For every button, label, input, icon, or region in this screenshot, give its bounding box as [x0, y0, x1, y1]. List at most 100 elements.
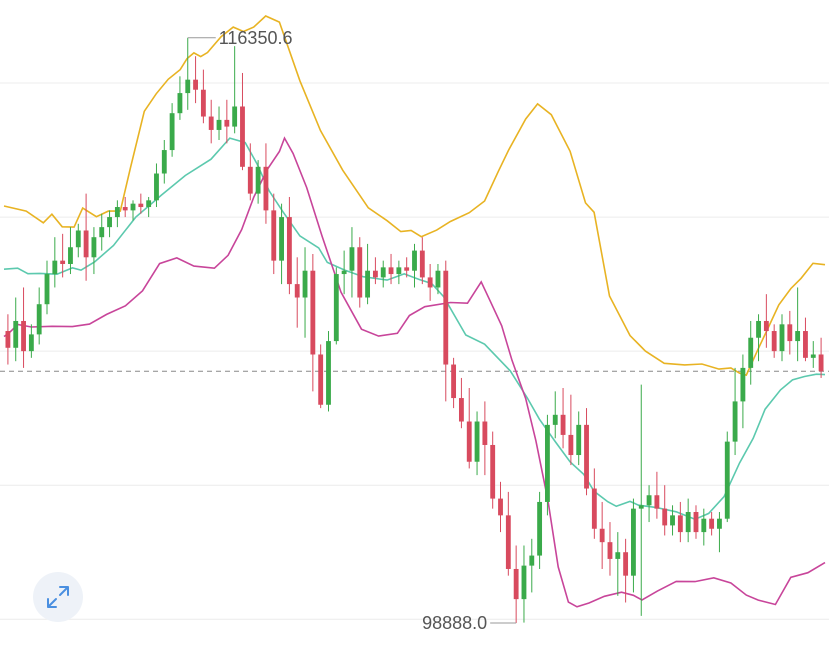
- candle-body: [28, 334, 34, 352]
- candles-group: [5, 37, 824, 623]
- candle-body: [44, 274, 50, 305]
- candle-body: [607, 542, 613, 559]
- candle-body: [107, 217, 112, 228]
- candle-body: [36, 304, 42, 335]
- candle-body: [740, 367, 746, 402]
- candle-body: [60, 260, 66, 264]
- candle-body: [224, 119, 230, 127]
- candle-body: [513, 568, 519, 600]
- candle-body: [717, 518, 722, 529]
- lower-band-line: [3, 136, 826, 608]
- candle-body: [114, 207, 120, 218]
- candle-body: [365, 270, 371, 298]
- candle-body: [591, 488, 597, 529]
- candle-body: [161, 150, 167, 174]
- candle-body: [795, 331, 801, 342]
- candle-body: [544, 424, 550, 502]
- candle-body: [803, 331, 808, 358]
- candle-body: [5, 331, 11, 348]
- candle-body: [654, 495, 660, 509]
- candle-body: [709, 518, 715, 529]
- candle-body: [255, 166, 261, 194]
- candle-body: [623, 552, 629, 576]
- candle-body: [200, 89, 206, 117]
- candle-body: [130, 203, 136, 211]
- candle-body: [21, 320, 26, 352]
- candle-body: [443, 270, 449, 365]
- candle-body: [599, 528, 605, 543]
- candle-body: [318, 354, 324, 405]
- expand-chart-button[interactable]: [33, 572, 83, 622]
- candle-body: [756, 320, 761, 338]
- candle-body: [263, 166, 269, 211]
- candle-body: [286, 217, 292, 285]
- candle-body: [787, 324, 793, 342]
- candle-body: [701, 518, 707, 533]
- candle-body: [357, 247, 363, 298]
- candle-body: [419, 250, 425, 278]
- max-price-label: 116350.6: [219, 28, 293, 48]
- candle-body: [380, 267, 386, 278]
- candle-body: [208, 116, 214, 130]
- min-price-label: 98888.0: [422, 613, 487, 633]
- candle-body: [482, 421, 488, 445]
- candle-body: [154, 173, 159, 201]
- candle-body: [584, 424, 589, 489]
- candle-body: [474, 421, 480, 462]
- candle-body: [83, 230, 89, 258]
- candle-body: [216, 119, 222, 130]
- candle-body: [552, 414, 558, 425]
- candle-body: [763, 320, 769, 332]
- candle-body: [458, 398, 464, 422]
- candle-body: [505, 515, 511, 569]
- candle-body: [537, 501, 543, 556]
- candle-body: [177, 93, 183, 114]
- candle-body: [271, 210, 277, 261]
- candle-body: [638, 505, 644, 509]
- candle-body: [138, 203, 144, 208]
- candle-body: [333, 274, 339, 342]
- middle-band-line: [3, 137, 826, 521]
- candle-body: [247, 166, 253, 194]
- grid-lines: [0, 82, 829, 620]
- candle-body: [615, 552, 621, 559]
- candle-body: [427, 277, 433, 288]
- candle-body: [529, 555, 535, 566]
- candle-body: [724, 441, 730, 519]
- candle-body: [326, 341, 331, 405]
- candle-body: [75, 230, 81, 248]
- candle-body: [498, 498, 503, 516]
- candle-body: [568, 434, 574, 456]
- candle-body: [662, 508, 668, 526]
- candle-body: [349, 247, 355, 271]
- candle-body: [560, 414, 566, 435]
- candle-body: [185, 79, 191, 94]
- candle-body: [240, 106, 245, 167]
- candle-body: [631, 508, 636, 576]
- candle-body: [818, 354, 824, 372]
- candle-body: [490, 444, 496, 499]
- candle-body: [646, 495, 652, 506]
- candle-body: [677, 515, 683, 533]
- candle-body: [685, 512, 691, 533]
- candle-body: [771, 331, 777, 352]
- candle-body: [13, 320, 19, 348]
- candle-body: [294, 284, 300, 298]
- candle-body: [521, 565, 527, 600]
- candle-body: [341, 270, 347, 275]
- candle-body: [122, 207, 128, 211]
- expand-icon: [47, 586, 69, 608]
- candle-body: [372, 270, 378, 278]
- candle-body: [310, 270, 316, 355]
- candle-body: [68, 247, 73, 264]
- candle-body: [412, 250, 417, 271]
- candle-body: [810, 354, 816, 358]
- candle-body: [693, 512, 699, 533]
- candle-body: [451, 364, 457, 399]
- candle-body: [52, 260, 58, 275]
- candle-body: [576, 424, 582, 456]
- upper-band-line: [3, 15, 826, 377]
- candle-body: [388, 267, 394, 275]
- candle-body: [748, 337, 754, 368]
